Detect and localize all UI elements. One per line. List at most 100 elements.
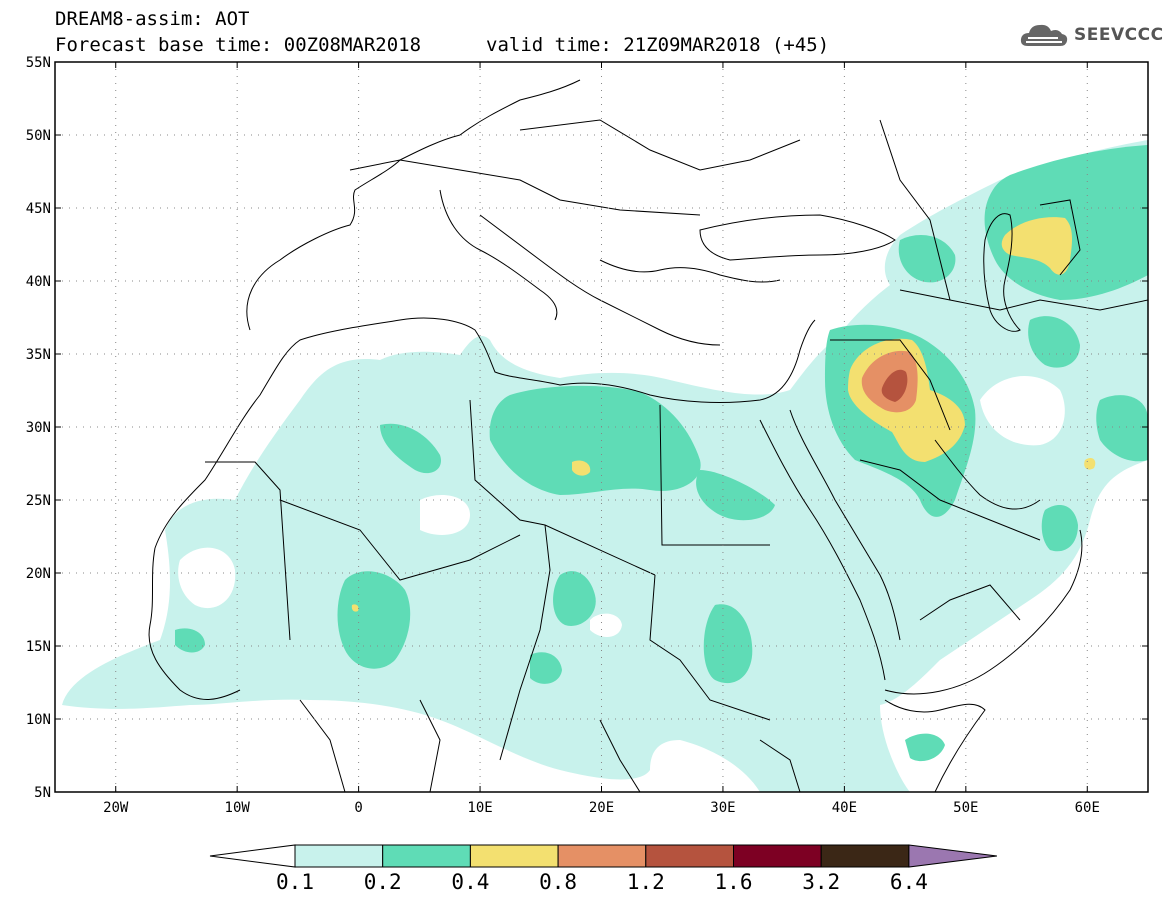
country-border <box>499 524 551 761</box>
coastline <box>699 214 896 261</box>
country-border <box>349 159 701 216</box>
logo-text: SEEVCCC <box>1074 25 1164 45</box>
lon-tick-label: 10W <box>225 800 251 816</box>
coastline <box>884 529 1083 695</box>
coastlines-borders <box>148 79 1148 792</box>
aot-0.4-region <box>572 460 591 476</box>
aot-0.4-region <box>1001 217 1073 275</box>
cloud-icon <box>1020 24 1068 46</box>
coastline <box>759 419 886 681</box>
colorbar: 0.1 0.2 0.4 0.8 1.2 1.6 3.2 6.4 <box>209 844 997 894</box>
aot-0.2-region <box>489 385 701 495</box>
colorbar-label: 6.4 <box>890 870 928 894</box>
aot-0.4-region <box>1084 457 1096 470</box>
lat-tick-label: 15N <box>26 639 51 655</box>
colorbar-label: 1.6 <box>715 870 753 894</box>
country-border <box>469 399 656 576</box>
lat-tick-label: 45N <box>26 201 51 217</box>
lon-tick-label: 40E <box>832 800 857 816</box>
country-border <box>1039 199 1081 276</box>
lon-tick-label: 20E <box>589 800 614 816</box>
aot-0.2-region <box>905 733 945 762</box>
country-border <box>599 719 641 792</box>
lat-tick-label: 40N <box>26 274 51 290</box>
coastline <box>934 439 1041 510</box>
aot-clear-area <box>980 376 1065 446</box>
colorbar-label: 0.1 <box>276 870 314 894</box>
country-border <box>659 404 770 546</box>
country-border <box>419 699 441 792</box>
country-border <box>519 119 801 171</box>
aot-0.4-region <box>351 604 359 612</box>
colorbar-label: 1.2 <box>627 870 665 894</box>
country-border <box>279 499 521 581</box>
country-border <box>830 339 951 431</box>
axis-ticks <box>55 61 1148 793</box>
seevccc-logo: SEEVCCC <box>1018 20 1164 50</box>
axis-tick-labels: 55N 50N 45N 40N 35N 30N 25N 20N 15N 10N 5N 20W 10W 0 1… <box>26 55 1100 816</box>
coastline <box>246 79 581 331</box>
coastline <box>479 214 721 346</box>
forecast-base-time: Forecast base time: 00Z08MAR2018 <box>55 34 422 56</box>
lat-tick-label: 5N <box>34 785 51 801</box>
aot-0.2-region <box>1096 395 1148 462</box>
country-border <box>899 289 1148 311</box>
lon-tick-label: 50E <box>953 800 978 816</box>
valid-time: valid time: 21Z09MAR2018 (+45) <box>486 34 830 56</box>
lat-tick-label: 35N <box>26 347 51 363</box>
aot-0.2-region <box>1028 316 1080 368</box>
lat-tick-label: 50N <box>26 128 51 144</box>
coastline <box>439 189 558 321</box>
colorbar-segment <box>820 844 910 868</box>
coastline <box>148 547 241 700</box>
country-border <box>859 459 1041 541</box>
colorbar-label: 0.4 <box>451 870 489 894</box>
aot-0.2-region <box>898 235 956 283</box>
colorbar-segment <box>382 844 471 868</box>
lon-tick-label: 30E <box>710 800 735 816</box>
lon-tick-label: 60E <box>1075 800 1100 816</box>
colorbar-right-arrow <box>908 844 997 868</box>
coastline <box>154 317 816 549</box>
country-border <box>205 461 291 641</box>
country-border <box>759 739 801 792</box>
aot-0.2-region <box>696 470 775 521</box>
lon-tick-label: 10E <box>467 800 492 816</box>
country-border <box>879 119 951 301</box>
colorbar-segment <box>294 844 384 868</box>
aot-clear-area <box>590 613 622 637</box>
aot-clear-area <box>178 547 236 609</box>
colorbar-label: 0.8 <box>539 870 577 894</box>
aot-contours <box>62 140 1148 792</box>
colorbar-segment <box>645 844 734 868</box>
colorbar-label: 0.2 <box>364 870 402 894</box>
aot-0.2-region <box>175 628 205 653</box>
aot-0.2-region <box>1041 505 1078 552</box>
colorbar-label: 3.2 <box>802 870 840 894</box>
aot-0.2-region <box>703 604 753 684</box>
aot-0.2-region <box>380 423 441 474</box>
lat-tick-label: 20N <box>26 566 51 582</box>
map-title: DREAM8-assim: AOT <box>55 8 250 30</box>
aot-0.2-region <box>337 571 411 669</box>
lon-tick-label: 20W <box>103 800 129 816</box>
coastline <box>789 409 901 641</box>
lat-tick-label: 55N <box>26 55 51 71</box>
aot-0.2-region <box>530 652 562 684</box>
colorbar-left-arrow <box>209 844 296 868</box>
colorbar-segment <box>469 844 559 868</box>
graticule <box>55 62 1148 792</box>
aot-1.2-region <box>881 369 908 402</box>
country-border <box>919 584 1021 621</box>
lat-tick-label: 30N <box>26 420 51 436</box>
lat-tick-label: 10N <box>26 712 51 728</box>
coastline <box>599 259 781 283</box>
lat-tick-label: 25N <box>26 493 51 509</box>
country-border <box>299 699 346 792</box>
colorbar-segment <box>733 844 822 868</box>
colorbar-segment <box>557 844 647 868</box>
aot-clear-area <box>420 495 470 535</box>
coastline <box>884 699 986 792</box>
aot-0.2-region <box>553 571 596 626</box>
